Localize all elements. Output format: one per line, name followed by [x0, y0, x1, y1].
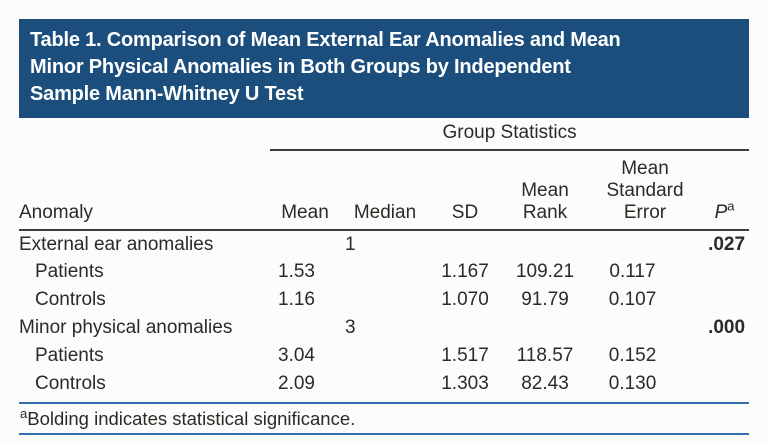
cell-mean-standard-error: 0.117: [609, 261, 656, 282]
p-label: P: [714, 202, 728, 223]
table-row-patients-ear: Patients 1.53 1.167 109.21 0.117: [19, 258, 749, 286]
cell-p-value: [700, 258, 749, 286]
cell-mean: 1.16: [278, 289, 315, 310]
column-header-p-value: Pa: [700, 150, 750, 231]
statistics-table: Group Statistics Anomaly Mean Median SD …: [19, 120, 750, 398]
mse-line-3: Error: [623, 202, 667, 223]
cell-mean-rank: 118.57: [516, 345, 574, 366]
column-header-sd: SD: [430, 150, 500, 231]
cell-mean: 1.53: [278, 261, 315, 282]
table-title-line-3: Sample Mann-Whitney U Test: [30, 83, 304, 105]
cell-sd: 1.517: [441, 345, 489, 366]
row-label: Controls: [35, 373, 106, 394]
row-label: Minor physical anomalies: [19, 317, 233, 338]
table-row-controls-mpa: Controls 2.09 1.303 82.43 0.130: [19, 370, 749, 398]
cell-sd: 1.070: [441, 289, 489, 310]
mean-rank-line-2: Rank: [522, 202, 568, 223]
cell-mean-rank: [500, 314, 590, 342]
cell-p-value: .027: [708, 233, 746, 255]
mse-line-2: Standard: [606, 180, 684, 201]
table-row-external-ear-anomalies: External ear anomalies 1 .027: [19, 230, 749, 258]
cell-mean-standard-error: [590, 230, 700, 258]
cell-median: [340, 370, 430, 398]
mse-line-1: Mean: [621, 158, 669, 179]
table-row-controls-ear: Controls 1.16 1.070 91.79 0.107: [19, 286, 749, 314]
p-superscript: a: [727, 198, 735, 214]
cell-mean: 3.04: [278, 345, 315, 366]
table-title-line-1: Table 1. Comparison of Mean External Ear…: [30, 29, 621, 51]
cell-median: 1: [345, 233, 356, 255]
row-label: External ear anomalies: [19, 233, 214, 255]
cell-sd: [430, 230, 500, 258]
footnote-text: Bolding indicates statistical significan…: [27, 408, 356, 429]
cell-median: [340, 342, 430, 370]
column-header-mean-rank: Mean Rank: [500, 150, 590, 231]
table-row-patients-mpa: Patients 3.04 1.517 118.57 0.152: [19, 342, 749, 370]
cell-mean-rank: [500, 230, 590, 258]
table-title-banner: Table 1. Comparison of Mean External Ear…: [19, 19, 749, 118]
column-header-median: Median: [340, 150, 430, 231]
cell-p-value: .000: [708, 317, 746, 338]
footnote: aBolding indicates statistical significa…: [19, 402, 749, 435]
cell-mean-rank: 82.43: [521, 373, 569, 394]
column-header-anomaly: Anomaly: [19, 150, 270, 231]
cell-mean-standard-error: 0.152: [608, 345, 657, 366]
cell-p-value: [700, 286, 749, 314]
cell-mean: [270, 230, 340, 258]
group-statistics-header: Group Statistics: [270, 120, 750, 151]
cell-median: 3: [345, 317, 356, 338]
row-label: Controls: [35, 289, 106, 310]
group-statistics-spacer: [19, 120, 270, 150]
column-header-mean-standard-error: Mean Standard Error: [590, 150, 700, 231]
cell-mean: [270, 314, 340, 342]
table-row-minor-physical-anomalies: Minor physical anomalies 3 .000: [19, 314, 749, 342]
cell-sd: 1.303: [441, 373, 489, 394]
column-header-row: Anomaly Mean Median SD Mean Rank Mean St…: [19, 150, 750, 231]
cell-mean-standard-error: [590, 314, 700, 342]
footnote-superscript: a: [20, 405, 28, 421]
cell-sd: [430, 314, 500, 342]
mean-rank-line-1: Mean: [521, 180, 569, 201]
row-label: Patients: [35, 345, 104, 366]
cell-mean-rank: 109.21: [515, 261, 575, 282]
cell-mean-rank: 91.79: [521, 289, 569, 310]
cell-mean: 2.09: [278, 373, 315, 394]
group-statistics-row: Group Statistics: [19, 120, 750, 151]
cell-p-value: [700, 370, 749, 398]
row-label: Patients: [35, 261, 104, 282]
cell-p-value: [700, 342, 749, 370]
cell-median: [340, 286, 430, 314]
cell-mean-standard-error: 0.130: [608, 373, 657, 394]
table-title-line-2: Minor Physical Anomalies in Both Groups …: [30, 56, 571, 78]
column-header-mean: Mean: [270, 150, 340, 231]
cell-sd: 1.167: [441, 261, 489, 282]
cell-median: [340, 258, 430, 286]
cell-mean-standard-error: 0.107: [608, 289, 657, 310]
